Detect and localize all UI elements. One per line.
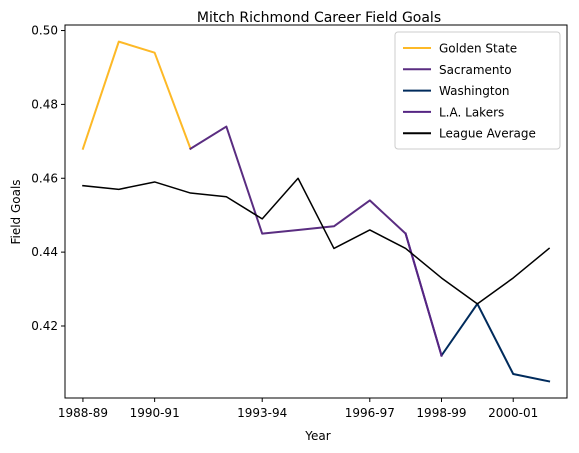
x-tick-label: 2000-01 — [488, 406, 538, 420]
y-tick-label: 0.44 — [31, 245, 58, 259]
legend-box — [394, 31, 561, 150]
legend-label-l-a-lakers: L.A. Lakers — [439, 105, 504, 119]
legend-label-league-average: League Average — [439, 127, 536, 141]
series-line-league-average — [82, 177, 551, 305]
y-tick-label: 0.48 — [31, 97, 58, 111]
x-tick-label: 1990-91 — [130, 406, 180, 420]
series-lines — [81, 40, 551, 383]
series-line-sacramento — [189, 125, 443, 357]
legend: Golden State Sacramento Washington L.A. Lak… — [394, 31, 561, 150]
plot-area — [64, 24, 568, 399]
y-axis-label: Field Goals — [9, 179, 23, 244]
x-tick-label: 1993-94 — [237, 406, 287, 420]
legend-label-sacramento: Sacramento — [439, 63, 512, 77]
chart-title: Mitch Richmond Career Field Goals — [197, 10, 441, 26]
y-tick-label: 0.42 — [31, 319, 58, 333]
series-line-golden-state — [81, 40, 192, 151]
legend-label-washington: Washington — [439, 84, 510, 98]
y-tick-label: 0.46 — [31, 171, 58, 185]
axis-ticks: 1988-89 1990-91 1993-94 1996-97 1998-99 2000-… — [31, 24, 538, 420]
series-line-washington — [440, 302, 551, 383]
x-tick-label: 1998-99 — [416, 406, 466, 420]
y-tick-label: 0.50 — [31, 24, 58, 38]
x-axis-label: Year — [304, 429, 330, 443]
legend-label-golden-state: Golden State — [439, 42, 517, 56]
x-tick-label: 1988-89 — [58, 406, 108, 420]
x-tick-label: 1996-97 — [345, 406, 395, 420]
